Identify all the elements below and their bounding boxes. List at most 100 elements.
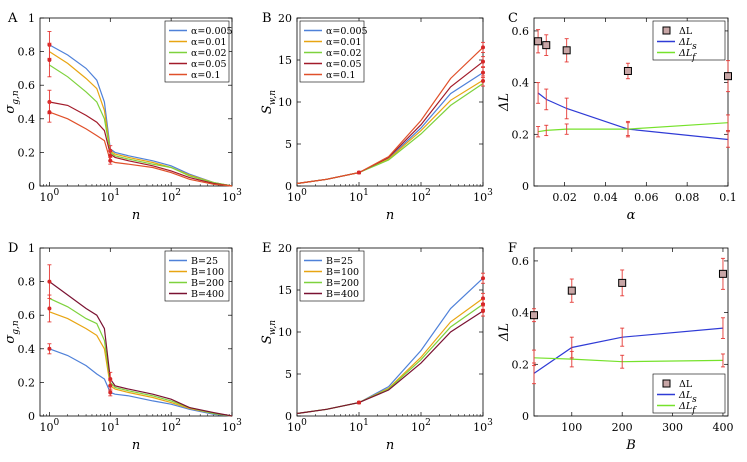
y-axis-label: σg,n — [3, 90, 21, 113]
axes-frame — [39, 247, 233, 417]
panel-letter: F — [508, 241, 517, 256]
x-axis-label: n — [132, 208, 140, 223]
legend-label: α=0.02 — [326, 48, 362, 59]
y-axis-label: Sw,n — [260, 320, 278, 344]
legend-label: α=0.1 — [326, 70, 355, 81]
x-tick-label: 100 — [287, 188, 307, 204]
square-marker — [567, 286, 576, 295]
y-tick-label: 20 — [278, 242, 292, 255]
y-tick-label: 0.8 — [18, 276, 36, 289]
x-tick-label: 0.1 — [719, 191, 737, 204]
y-tick-label: 0.2 — [512, 128, 530, 141]
x-tick-label: 102 — [161, 418, 181, 434]
data-point — [108, 383, 113, 388]
series-line — [296, 297, 484, 415]
square-marker — [542, 41, 551, 50]
panel-letter: C — [508, 11, 518, 26]
y-tick-label: 15 — [278, 54, 292, 67]
legend-label: α=0.05 — [326, 59, 362, 70]
legend-label: B=100 — [326, 267, 359, 278]
series-line — [49, 51, 233, 187]
data-point — [357, 170, 361, 175]
y-axis-label: σg,n — [3, 320, 21, 343]
series-line — [49, 111, 233, 187]
y-tick-label: 0.6 — [18, 79, 36, 92]
legend-label: α=0.02 — [191, 48, 227, 59]
panel-letter: B — [262, 11, 272, 26]
y-tick-label: 0 — [522, 410, 529, 423]
legend-label: α=0.01 — [191, 37, 227, 48]
data-point — [481, 79, 485, 83]
legend-label: B=200 — [326, 278, 359, 289]
x-tick-label: 100 — [40, 418, 60, 434]
x-axis-label: n — [132, 438, 140, 453]
x-tick-label: 101 — [349, 418, 369, 434]
legend-label: B=200 — [191, 278, 224, 289]
series-line — [533, 327, 724, 374]
y-tick-label: 0.4 — [512, 307, 530, 320]
y-tick-label: 0 — [28, 180, 35, 193]
panel-letter: D — [8, 241, 18, 256]
series-line — [49, 311, 233, 417]
legend-marker — [662, 379, 671, 388]
x-tick-label: 200 — [612, 421, 633, 434]
legend-label: ΔLf — [678, 401, 697, 416]
data-point — [108, 377, 113, 382]
data-point — [481, 276, 485, 281]
panel-d: D 0 0.2 0.4 0.6 0.8 1 100 101 102 103 n σg,n B=25B=10… — [3, 241, 242, 453]
y-axis-label: ΔL — [497, 323, 512, 342]
y-tick-label: 0.4 — [18, 343, 36, 356]
legend-label: B=100 — [191, 267, 224, 278]
y-tick-label: 5 — [285, 368, 292, 381]
x-tick-label: 101 — [349, 188, 369, 204]
x-tick-label: 100 — [287, 418, 307, 434]
y-tick-label: 0 — [28, 410, 35, 423]
legend-box — [164, 250, 230, 302]
y-tick-label: 0.4 — [18, 113, 36, 126]
y-tick-label: 10 — [278, 326, 292, 339]
y-tick-label: 0.2 — [512, 358, 530, 371]
series-line — [533, 357, 724, 363]
panel-c: C00.20.40.60.02 0.04 0.06 0.08 0.1αΔLΔLΔLsΔL… — [497, 11, 737, 223]
legend-label: B=25 — [326, 256, 353, 267]
x-tick-label: 102 — [411, 418, 431, 434]
x-tick-label: 100 — [40, 188, 60, 204]
data-point — [481, 70, 485, 75]
series-line — [296, 79, 484, 185]
series-line — [49, 64, 233, 187]
x-axis-label: n — [386, 208, 394, 223]
legend-label: ΔL — [679, 379, 693, 390]
x-axis-label: n — [386, 438, 394, 453]
data-point — [481, 309, 485, 313]
axes-frame — [39, 17, 233, 187]
y-tick-label: 0 — [285, 180, 292, 193]
legend-label: α=0.005 — [326, 26, 368, 37]
data-point — [481, 45, 485, 50]
legend-label: α=0.1 — [191, 70, 220, 81]
data-point — [47, 58, 52, 62]
x-tick-label: 101 — [100, 418, 120, 434]
x-tick-label: 103 — [222, 188, 242, 204]
data-point — [108, 390, 113, 395]
square-marker — [718, 269, 727, 278]
y-tick-label: 0 — [522, 180, 529, 193]
square-marker — [618, 278, 627, 287]
x-tick-label: 102 — [411, 188, 431, 204]
x-tick-label: 0.08 — [675, 191, 700, 204]
legend-label: α=0.01 — [326, 37, 362, 48]
x-tick-label: 0.02 — [552, 191, 577, 204]
axes-frame — [533, 17, 729, 187]
panel-letter: E — [262, 241, 272, 256]
square-marker — [530, 311, 538, 320]
data-point — [108, 158, 113, 163]
panel-letter: A — [7, 11, 18, 26]
panel-e: E 0 5 10 15 20 100 101 102 103 n Sw,n B=25B=100B=200… — [260, 241, 493, 453]
y-tick-label: 1 — [28, 242, 35, 255]
legend-label: ΔL — [679, 26, 693, 37]
legend-label: ΔLs — [678, 37, 697, 52]
